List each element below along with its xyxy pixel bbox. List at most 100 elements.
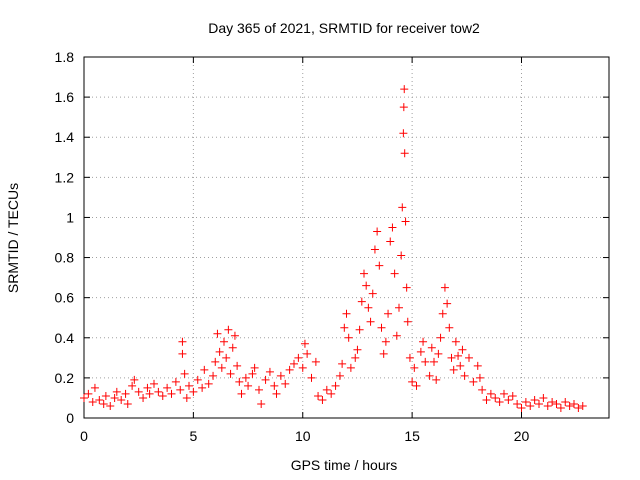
data-point	[198, 383, 207, 392]
data-point	[357, 297, 366, 306]
grid-lines	[84, 57, 609, 418]
data-point	[163, 383, 172, 392]
data-point	[241, 373, 250, 382]
data-point	[386, 237, 395, 246]
data-point	[421, 357, 430, 366]
y-axis-label: SRMTID / TECUs	[5, 183, 21, 293]
data-point	[362, 281, 371, 290]
y-tick-label: 1	[66, 209, 74, 225]
data-point	[561, 397, 570, 406]
data-point	[395, 303, 403, 312]
data-point	[101, 391, 110, 400]
data-point	[402, 283, 411, 292]
data-point	[143, 383, 152, 392]
data-point	[508, 391, 517, 400]
data-point	[578, 401, 587, 410]
data-point	[434, 349, 443, 358]
data-point	[517, 403, 526, 412]
data-point	[400, 85, 409, 94]
data-point	[285, 365, 294, 374]
data-point	[552, 399, 561, 408]
data-point	[449, 365, 458, 374]
data-point	[401, 217, 410, 226]
data-point	[176, 385, 185, 394]
data-point	[342, 309, 351, 318]
data-point	[255, 385, 263, 394]
data-point	[469, 377, 478, 386]
x-tick-label: 15	[404, 428, 420, 444]
data-point	[276, 371, 285, 380]
data-point	[121, 389, 130, 398]
data-point	[368, 289, 377, 298]
data-point	[248, 369, 257, 378]
data-point	[106, 401, 115, 410]
data-point	[185, 381, 193, 390]
data-point	[130, 375, 139, 384]
data-point	[180, 369, 189, 378]
axis-ticks: 0 0.2 0.4 0.6 0.8 1 1.2 1.4 1.6 1.8 0 5 10 15 20	[55, 49, 609, 444]
data-point	[403, 317, 412, 326]
y-tick-label: 0.2	[55, 370, 75, 386]
data-point	[366, 317, 375, 326]
data-point	[408, 377, 417, 386]
data-point	[171, 377, 180, 386]
data-point	[145, 389, 154, 398]
data-point	[344, 333, 353, 342]
data-point	[235, 377, 244, 386]
data-point	[432, 375, 441, 384]
data-point	[375, 261, 384, 270]
data-point	[211, 357, 220, 366]
data-point	[482, 395, 491, 404]
data-point	[430, 357, 438, 366]
data-point	[226, 369, 235, 378]
data-point	[478, 385, 487, 394]
data-point	[495, 397, 504, 406]
data-point	[193, 375, 202, 384]
data-point	[351, 353, 360, 362]
plot-frame	[83, 56, 610, 419]
data-point	[84, 389, 93, 398]
data-point	[217, 363, 226, 372]
data-point	[158, 391, 167, 400]
data-point	[346, 363, 355, 372]
data-point	[220, 337, 228, 346]
data-point	[189, 387, 198, 396]
data-point	[294, 353, 303, 362]
data-point	[556, 403, 565, 412]
data-point	[570, 399, 578, 408]
data-point	[215, 347, 224, 356]
data-point	[399, 129, 408, 138]
data-point	[117, 395, 126, 404]
data-point	[504, 395, 513, 404]
data-point	[427, 343, 436, 352]
x-tick-label: 10	[295, 428, 311, 444]
data-point	[307, 373, 316, 382]
y-tick-label: 1.4	[55, 129, 75, 145]
data-point	[390, 269, 399, 278]
data-point	[182, 393, 191, 402]
data-point	[440, 283, 449, 292]
data-point	[425, 371, 434, 380]
data-point	[465, 353, 473, 362]
data-point	[388, 223, 397, 232]
data-point	[88, 397, 97, 406]
data-point	[209, 371, 218, 380]
data-point	[335, 371, 344, 380]
data-point	[261, 375, 270, 384]
data-point	[204, 379, 213, 388]
data-point	[95, 395, 104, 404]
data-point	[397, 251, 406, 260]
data-point	[379, 349, 388, 358]
data-point	[500, 389, 508, 398]
data-point	[526, 401, 535, 410]
data-point	[222, 353, 231, 362]
data-point	[331, 381, 340, 390]
y-tick-label: 1.8	[55, 49, 75, 65]
data-point	[530, 395, 539, 404]
chart-title: Day 365 of 2021, SRMTID for receiver tow…	[208, 20, 480, 36]
data-point	[443, 299, 452, 308]
data-point	[491, 393, 500, 402]
data-point	[460, 371, 469, 380]
data-point	[200, 365, 209, 374]
data-point	[486, 389, 495, 398]
